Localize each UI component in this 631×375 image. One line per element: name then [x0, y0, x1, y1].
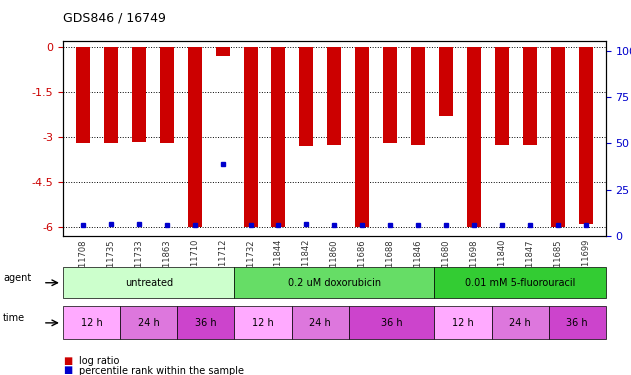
- Bar: [160, 47, 174, 143]
- Text: agent: agent: [3, 273, 32, 283]
- Bar: [355, 47, 369, 227]
- Text: 12 h: 12 h: [81, 318, 102, 328]
- Text: ■: ■: [63, 366, 73, 375]
- Text: 24 h: 24 h: [138, 318, 160, 328]
- Text: percentile rank within the sample: percentile rank within the sample: [79, 366, 244, 375]
- Bar: [579, 47, 593, 224]
- Bar: [244, 47, 257, 227]
- Text: 36 h: 36 h: [567, 318, 588, 328]
- Text: untreated: untreated: [125, 278, 173, 288]
- Text: time: time: [3, 314, 25, 323]
- Bar: [216, 47, 230, 56]
- Bar: [187, 47, 201, 227]
- Bar: [384, 47, 398, 143]
- Text: 24 h: 24 h: [309, 318, 331, 328]
- Text: 0.2 uM doxorubicin: 0.2 uM doxorubicin: [288, 278, 381, 288]
- Text: 36 h: 36 h: [195, 318, 216, 328]
- Text: 12 h: 12 h: [252, 318, 274, 328]
- Bar: [76, 47, 90, 143]
- Text: ■: ■: [63, 356, 73, 366]
- Bar: [103, 47, 117, 143]
- Text: 24 h: 24 h: [509, 318, 531, 328]
- Bar: [495, 47, 509, 145]
- Bar: [300, 47, 314, 146]
- Bar: [439, 47, 453, 116]
- Text: 0.01 mM 5-fluorouracil: 0.01 mM 5-fluorouracil: [465, 278, 575, 288]
- Text: 12 h: 12 h: [452, 318, 474, 328]
- Text: 36 h: 36 h: [380, 318, 403, 328]
- Text: log ratio: log ratio: [79, 356, 119, 366]
- Bar: [271, 47, 285, 227]
- Bar: [551, 47, 565, 227]
- Bar: [523, 47, 537, 145]
- Bar: [132, 47, 146, 142]
- Bar: [411, 47, 425, 145]
- Bar: [468, 47, 481, 227]
- Text: GDS846 / 16749: GDS846 / 16749: [63, 11, 166, 24]
- Bar: [327, 47, 341, 145]
